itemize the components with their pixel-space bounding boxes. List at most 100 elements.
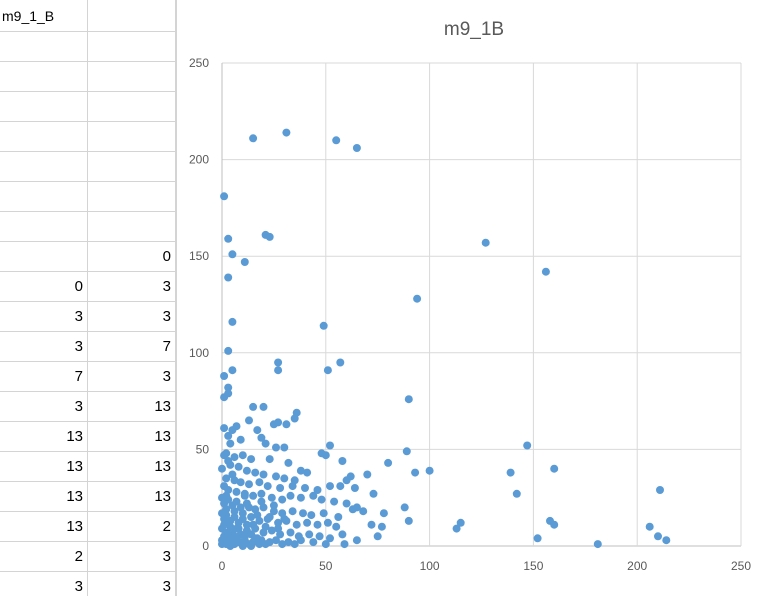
data-point	[379, 509, 388, 518]
sheet-cell-b[interactable]: 3	[88, 362, 176, 392]
data-point	[234, 462, 243, 471]
data-point	[352, 536, 361, 545]
data-point	[228, 470, 237, 479]
data-point	[228, 250, 237, 259]
sheet-cell-b[interactable]: 13	[88, 392, 176, 422]
data-point	[301, 484, 309, 492]
sheet-cell-a[interactable]: 13	[0, 452, 88, 482]
sheet-cell-a[interactable]	[0, 182, 88, 212]
sheet-cell-a[interactable]	[0, 242, 88, 272]
data-point	[220, 482, 229, 491]
sheet-cell-a[interactable]	[0, 32, 88, 62]
data-point	[274, 524, 283, 533]
data-point	[384, 458, 393, 467]
data-point	[276, 484, 285, 492]
sheet-cell-a[interactable]: 13	[0, 422, 88, 452]
sheet-cell-b[interactable]	[88, 212, 176, 242]
data-point	[232, 497, 241, 506]
data-point	[307, 511, 316, 520]
scatter-chart[interactable]: m9_1B 0 50 100 150 200 250 0 50 100 150 200 250	[176, 0, 766, 596]
x-tick-label: 0	[219, 559, 226, 573]
data-point	[593, 540, 602, 549]
sheet-cell-a[interactable]	[0, 122, 88, 152]
chart-border	[176, 0, 177, 596]
data-point	[334, 513, 343, 521]
data-point	[220, 451, 229, 460]
data-point	[296, 536, 305, 545]
sheet-cell-a[interactable]: 3	[0, 572, 88, 596]
sheet-cell-a[interactable]: 3	[0, 332, 88, 362]
sheet-cell-b[interactable]: 3	[88, 302, 176, 332]
header-cell-b[interactable]	[88, 0, 176, 32]
data-point	[315, 532, 324, 541]
x-tick-label: 250	[731, 559, 751, 573]
sheet-cell-a[interactable]: 2	[0, 542, 88, 572]
sheet-cell-b[interactable]	[88, 62, 176, 92]
sheet-cell-a[interactable]: 13	[0, 512, 88, 542]
data-point	[338, 457, 347, 465]
sheet-cell-a[interactable]	[0, 92, 88, 122]
data-point	[261, 522, 270, 531]
data-point	[303, 468, 312, 477]
sheet-cell-b[interactable]	[88, 152, 176, 182]
sheet-cell-a[interactable]	[0, 212, 88, 242]
data-point	[265, 455, 274, 464]
sheet-cell-a[interactable]: 13	[0, 482, 88, 512]
data-point	[224, 383, 233, 392]
data-point	[249, 134, 258, 143]
sheet-cell-b[interactable]: 3	[88, 272, 176, 302]
data-point	[238, 542, 247, 550]
y-tick-label: 150	[189, 249, 209, 263]
data-point	[272, 472, 280, 481]
data-point	[265, 513, 274, 521]
data-point	[247, 542, 256, 550]
data-point	[220, 372, 229, 380]
data-point	[411, 468, 420, 477]
sheet-cell-a[interactable]: 0	[0, 272, 88, 302]
data-point	[269, 507, 278, 516]
data-point	[323, 366, 332, 375]
sheet-cell-b[interactable]: 3	[88, 572, 176, 596]
data-point	[280, 515, 289, 523]
sheet-cell-b[interactable]: 7	[88, 332, 176, 362]
data-point	[296, 493, 305, 502]
data-point	[251, 468, 260, 477]
sheet-cell-b[interactable]	[88, 92, 176, 122]
sheet-cell-b[interactable]: 13	[88, 422, 176, 452]
data-point	[232, 487, 241, 496]
sheet-cell-b[interactable]: 13	[88, 452, 176, 482]
sheet-cell-b[interactable]	[88, 32, 176, 62]
header-cell-a[interactable]: m9_1_B	[0, 0, 88, 32]
data-point	[247, 455, 256, 464]
data-point	[265, 538, 274, 547]
data-point	[259, 402, 268, 411]
data-point	[230, 532, 239, 541]
sheet-cell-a[interactable]: 3	[0, 392, 88, 422]
data-point	[257, 433, 266, 442]
sheet-cell-a[interactable]: 7	[0, 362, 88, 392]
data-point	[323, 518, 332, 527]
sheet-cell-a[interactable]: 3	[0, 302, 88, 332]
sheet-cell-b[interactable]: 13	[88, 482, 176, 512]
chart-title: m9_1B	[444, 19, 504, 40]
data-point	[506, 468, 515, 477]
chart-grid	[221, 62, 742, 547]
data-point	[220, 192, 229, 201]
data-point	[363, 470, 372, 479]
data-point	[218, 509, 226, 518]
sheet-cell-a[interactable]	[0, 152, 88, 182]
data-point	[249, 402, 258, 411]
sheet-cell-b[interactable]: 0	[88, 242, 176, 272]
data-point	[288, 482, 297, 491]
data-point	[240, 491, 249, 500]
sheet-cell-a[interactable]	[0, 62, 88, 92]
data-point	[245, 480, 253, 489]
sheet-cell-b[interactable]: 3	[88, 542, 176, 572]
data-point	[224, 346, 233, 355]
data-point	[232, 422, 241, 431]
data-point	[342, 476, 351, 485]
sheet-cell-b[interactable]: 2	[88, 512, 176, 542]
data-point	[272, 536, 280, 545]
sheet-cell-b[interactable]	[88, 182, 176, 212]
sheet-cell-b[interactable]	[88, 122, 176, 152]
